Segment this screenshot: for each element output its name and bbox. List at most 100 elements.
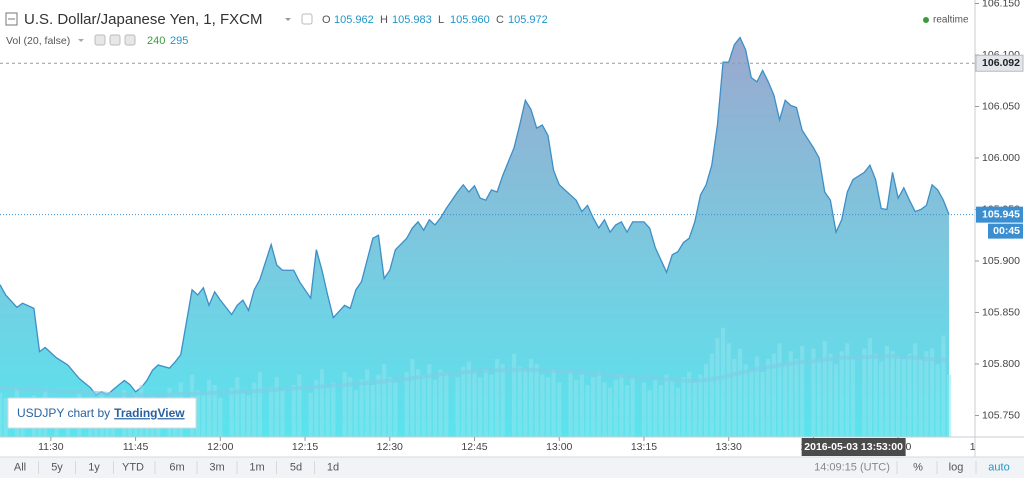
volume-bar [195,390,200,437]
ohlc-value: 105.972 [508,14,548,26]
volume-bar [432,379,438,437]
volume-bar [478,377,483,437]
volume-bar [444,371,449,437]
volume-bar [421,374,426,437]
volume-bar [280,390,285,437]
status-dot [923,17,929,23]
x-tick-label: 12:30 [377,441,403,453]
volume-bar [235,377,240,437]
volume-bar [929,348,935,437]
volume-bar [308,392,313,437]
volume-bar [901,358,906,437]
volume-bar [365,369,370,437]
auto-toggle[interactable]: auto [988,461,1009,473]
volume-bar [664,374,669,437]
x-tick-label: 13:15 [631,441,657,453]
volume-bar [494,358,500,437]
range-button[interactable]: 1y [88,461,100,473]
range-button[interactable]: All [14,461,26,473]
dropdown-arrow[interactable] [78,39,84,42]
volume-bar [218,397,223,437]
ohlc-label: C [496,14,504,26]
volume-bar [206,379,212,437]
range-button[interactable]: 5d [290,461,302,473]
volume-bar [783,364,788,437]
y-tick-label: 106.000 [982,152,1020,164]
study-format-icon[interactable] [109,34,121,46]
x-tick-label: 13:30 [716,441,742,453]
volume-bar [568,371,573,437]
volume-bar [924,351,929,437]
volume-bar [800,345,805,437]
volume-bar [291,384,296,437]
volume-bar [703,364,709,437]
volume-bar [596,371,601,437]
volume-bar [658,384,664,437]
settings-icon[interactable] [301,13,313,25]
volume-bar [523,369,528,437]
volume-bar [681,377,686,437]
volume-bar [867,338,873,437]
volume-bar [732,358,737,437]
volume-bar [766,358,771,437]
volume-bar [670,379,675,437]
x-tick-label: 12:00 [207,441,233,453]
ohlc-value: 105.962 [334,14,374,26]
watermark-text: USDJPY chart by [17,406,110,420]
volume-bar [890,351,895,437]
range-button[interactable]: 1d [327,461,339,473]
volume-bar [557,382,562,437]
volume-bar [376,374,381,437]
percent-toggle[interactable]: % [913,461,923,473]
log-toggle[interactable]: log [949,461,964,473]
volume-bar [726,343,731,437]
crosshair-price-label: 106.092 [982,57,1020,69]
volume-bar [246,395,251,437]
volume-bar [393,382,398,437]
crosshair-price-box [975,54,1024,72]
last-price-label: 105.945 [982,208,1020,220]
toolbar-buttons: All 5y 1y YTD 6m 3m 1m 5d 1d 14:09:15 (UTC)% log au… [14,461,1010,474]
volume-bar [579,374,584,437]
volume-bar [511,353,517,437]
study-settings-icon[interactable] [94,34,106,46]
volume-bar [630,377,635,437]
volume-bar [692,382,697,437]
ohlc-label: H [380,14,388,26]
volume-study-label: Vol (20, false) [6,35,70,47]
volume-bar [816,358,822,437]
x-tick-label: 12:15 [292,441,318,453]
ohlc-label: O [322,14,331,26]
volume-bar [3,397,8,437]
volume-bar [709,353,714,437]
volume-bar [0,392,3,437]
volume-bar [873,353,878,437]
study-remove-icon[interactable] [124,34,136,46]
x-tick-label: 11:30 [38,441,64,453]
volume-bar [754,356,760,437]
volume-bar [540,374,545,437]
volume-bar [850,358,856,437]
watermark-link[interactable]: TradingView [114,406,185,420]
volume-bar [619,374,624,437]
volume-bar [896,356,901,437]
volume-bar [715,338,720,437]
range-button[interactable]: 3m [209,461,224,473]
volume-bar [737,348,743,437]
last-price-box [976,206,1023,223]
volume-bar [946,374,952,437]
status: realtime [933,15,969,26]
x-tick-label: 13:00 [546,441,572,453]
y-tick-label: 105.900 [982,255,1020,267]
range-button[interactable]: 5y [51,461,63,473]
price-axis: 105.750105.800105.850105.900105.950106.0… [975,0,1020,421]
volume-bar [941,335,946,437]
volume-bar [325,387,330,437]
range-button[interactable]: 6m [169,461,184,473]
volume-bar [698,374,703,437]
volume-bar [839,351,844,437]
range-button[interactable]: YTD [122,461,144,473]
ohlc-value: 105.960 [450,14,490,26]
range-button[interactable]: 1m [249,461,264,473]
dropdown-arrow[interactable] [285,18,291,21]
